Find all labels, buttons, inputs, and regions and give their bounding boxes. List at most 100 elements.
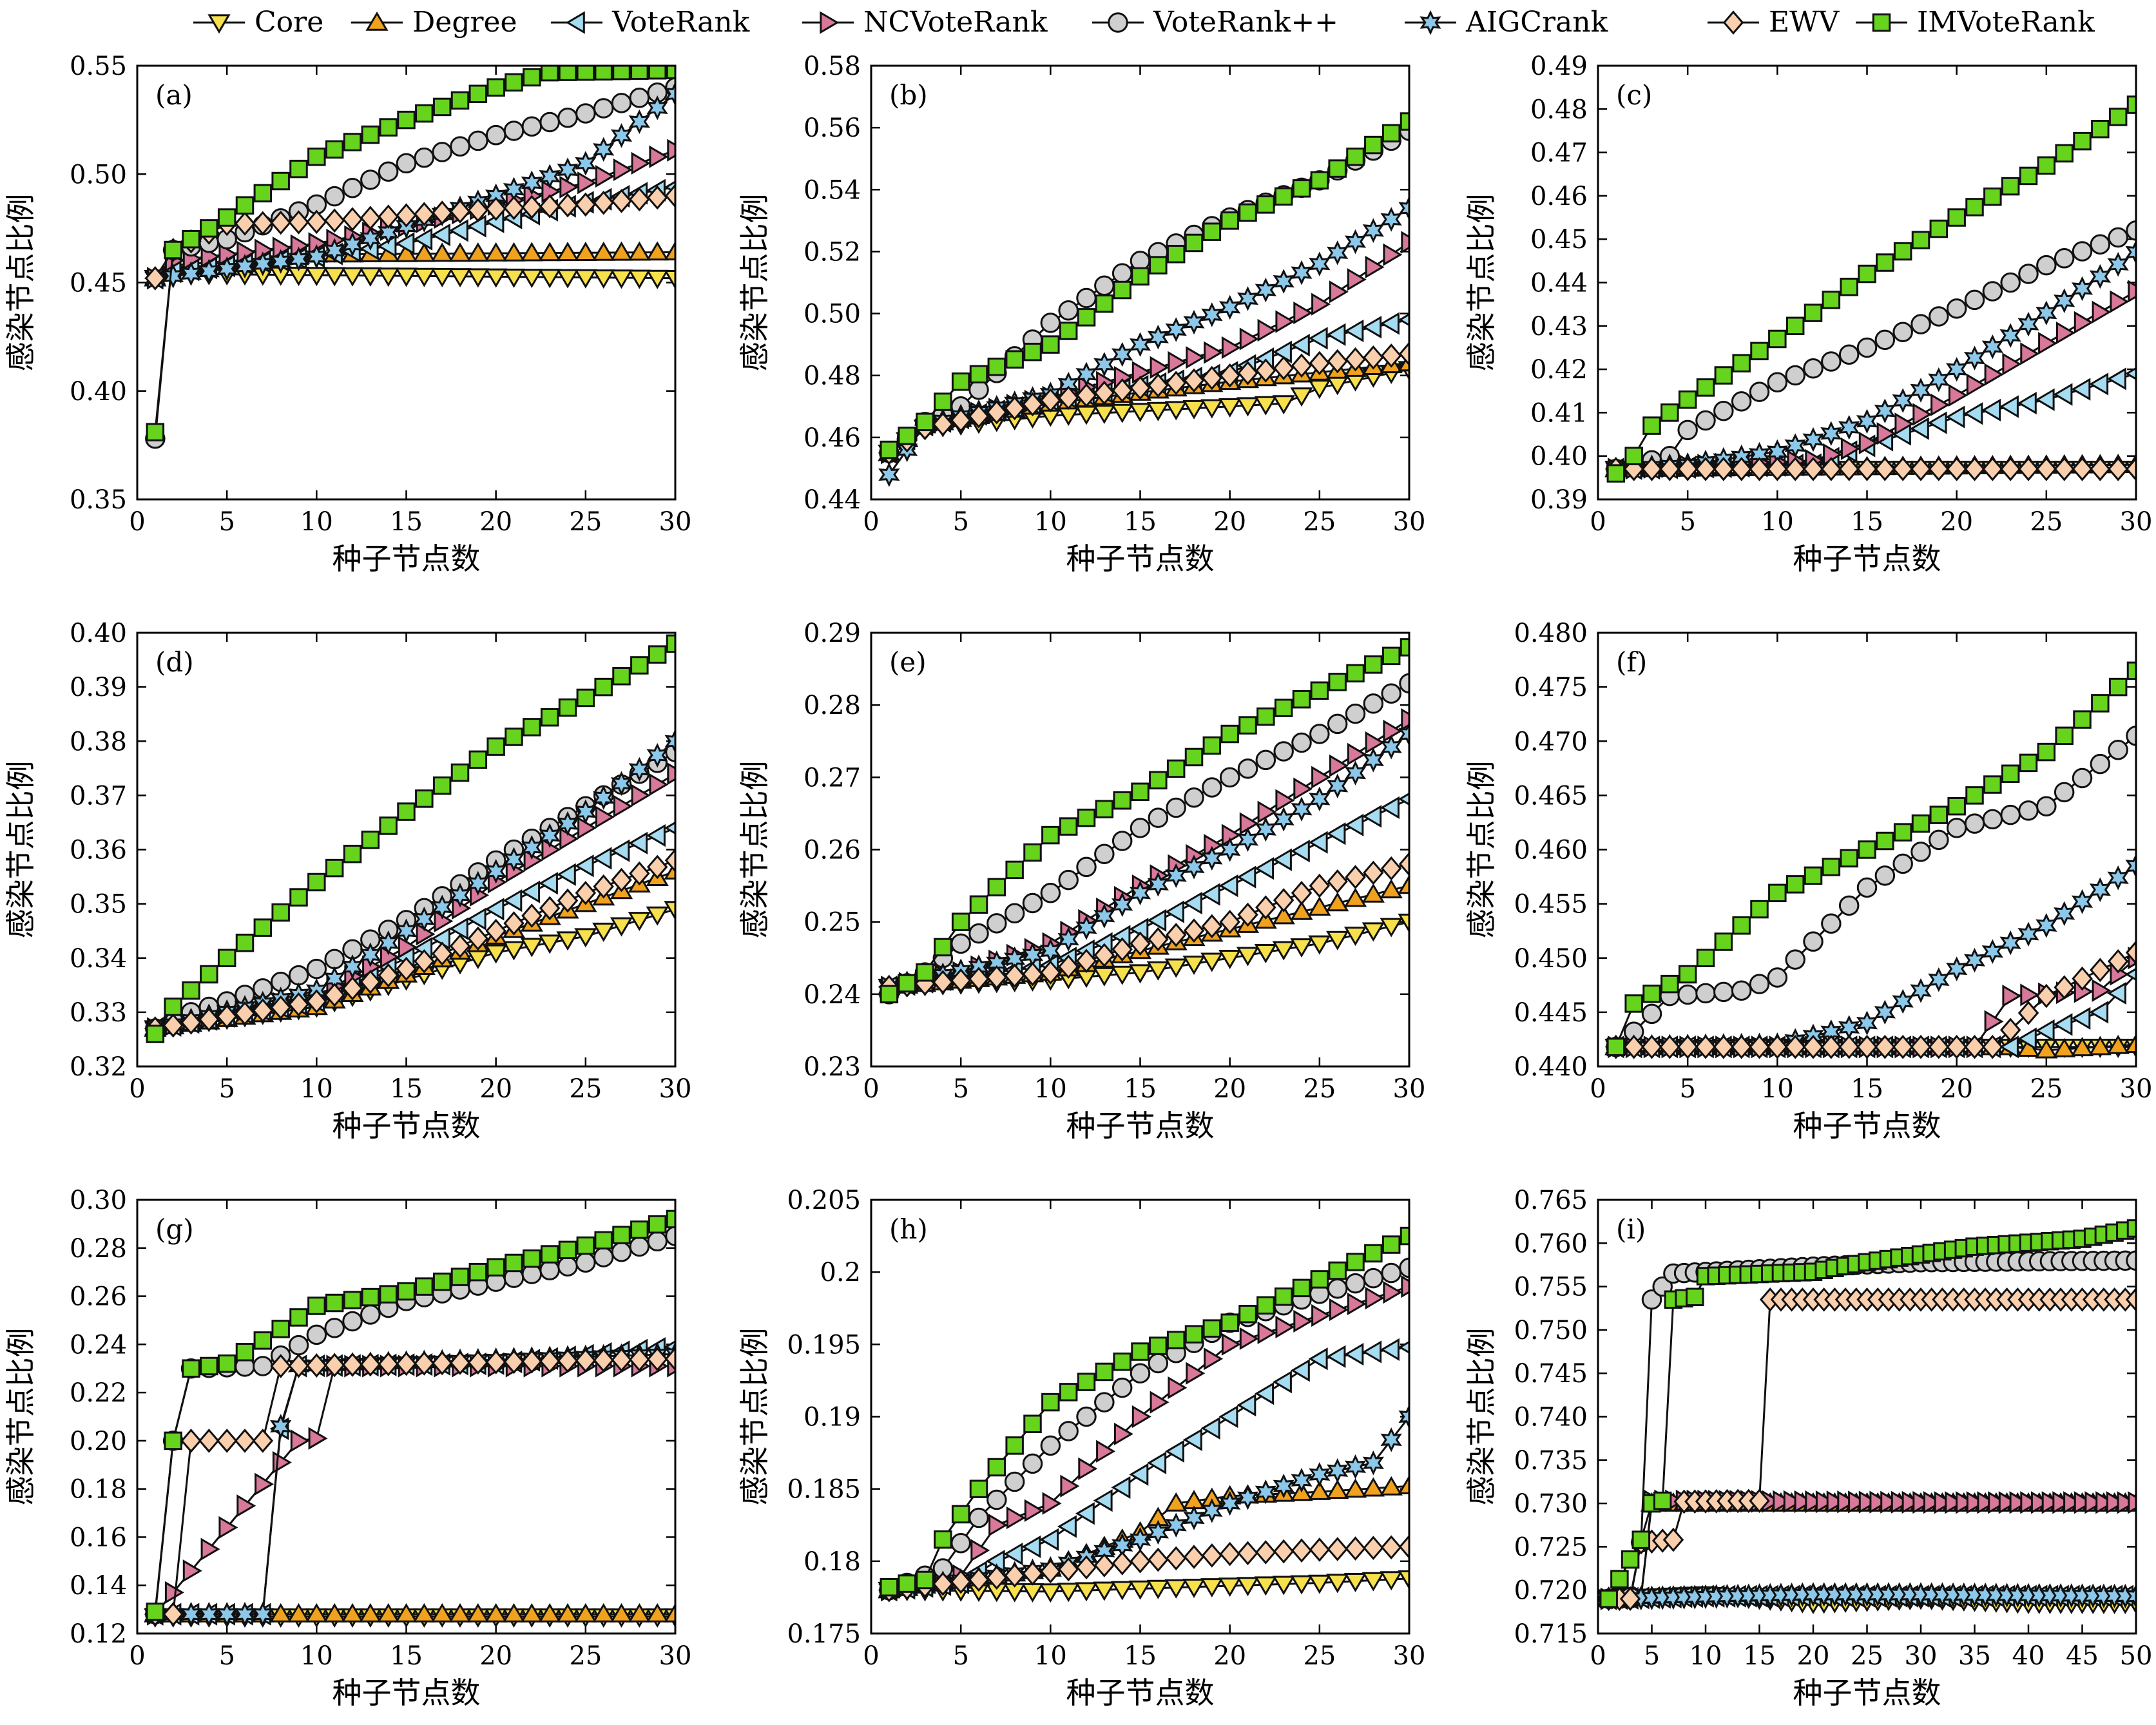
point-ncvoterank: [1060, 1474, 1080, 1498]
point-core: [1075, 1582, 1098, 1602]
chart-panel-b: 0 5 10 15 20 25 30 0.44 0.46 0.48 0.50 0.52 0.54 0.56…: [737, 52, 1425, 576]
panel-label: (i): [1616, 1213, 1646, 1245]
y-tick-label: 0.40: [70, 377, 127, 407]
y-tick-label: 0.40: [1530, 442, 1588, 472]
y-tick-label: 0.715: [1514, 1619, 1588, 1649]
point-ewv: [1273, 356, 1295, 380]
point-degree: [592, 1603, 615, 1623]
point-voterankplusplus: [1058, 300, 1079, 321]
y-tick-label: 0.25: [804, 908, 861, 938]
point-imvoterank: [1732, 354, 1751, 372]
point-voterankplusplus: [2108, 739, 2128, 760]
point-degree: [646, 241, 669, 261]
point-voterank: [2089, 372, 2109, 396]
point-ncvoterank: [1329, 754, 1349, 778]
point-ewv: [1623, 1034, 1644, 1059]
point-core: [1218, 398, 1242, 418]
point-core: [646, 269, 669, 289]
point-voterankplusplus: [575, 1252, 596, 1273]
point-imvoterank: [1732, 916, 1751, 935]
series-aigcrank: [878, 195, 1409, 487]
point-aigcrank: [1981, 939, 2004, 964]
point-ewv: [252, 1429, 274, 1453]
point-imvoterank: [397, 110, 416, 130]
point-imvoterank: [951, 1505, 970, 1524]
point-ewv: [1363, 1536, 1384, 1560]
point-ncvoterank: [577, 171, 597, 195]
point-ncvoterank: [1186, 346, 1206, 369]
point-imvoterank: [379, 816, 398, 835]
point-imvoterank: [432, 1272, 452, 1291]
y-tick-label: 0.24: [70, 1330, 127, 1360]
y-tick-label: 0.450: [1514, 944, 1588, 974]
point-aigcrank: [269, 249, 292, 274]
point-ewv: [1201, 365, 1223, 390]
x-tick-label: 5: [218, 1641, 235, 1671]
point-aigcrank: [1201, 302, 1223, 327]
y-tick-label: 0.195: [787, 1330, 861, 1360]
point-voterank: [467, 215, 486, 238]
point-degree: [377, 1603, 400, 1623]
point-voterankplusplus: [253, 1356, 273, 1376]
point-core: [1200, 1578, 1224, 1598]
point-voterank: [628, 831, 648, 855]
point-ewv: [1201, 1543, 1223, 1568]
point-aigcrank: [1111, 342, 1133, 367]
series-core: [878, 1570, 1409, 1603]
point-degree: [485, 1603, 508, 1623]
point-ncvoterank: [1042, 1492, 1062, 1515]
point-ewv: [1713, 1034, 1735, 1059]
point-imvoterank: [450, 763, 470, 782]
point-imvoterank: [951, 372, 970, 391]
y-tick-label: 0.765: [1514, 1186, 1588, 1215]
x-tick-label: 15: [390, 507, 423, 537]
x-axis-title: 种子节点数: [1793, 1675, 1941, 1710]
point-voterankplusplus: [968, 1507, 989, 1528]
point-ewv: [1767, 1034, 1788, 1059]
y-tick-label: 0.42: [1530, 355, 1588, 385]
point-aigcrank: [269, 1414, 292, 1439]
point-ncvoterank: [2009, 1491, 2029, 1514]
point-ewv: [1219, 1541, 1240, 1566]
point-ewv: [1820, 457, 1842, 481]
point-imvoterank: [1840, 849, 1858, 868]
point-voterank: [1039, 1528, 1059, 1551]
point-voterank: [1057, 1515, 1077, 1538]
x-tick-label: 25: [569, 507, 602, 537]
point-ncvoterank: [1912, 403, 1932, 426]
point-imvoterank: [1274, 699, 1293, 717]
y-tick-label: 0.52: [804, 237, 861, 267]
point-imvoterank: [880, 985, 899, 1004]
point-ewv: [1677, 457, 1699, 481]
point-imvoterank: [2073, 131, 2092, 151]
point-aigcrank: [1273, 807, 1295, 832]
point-voterank: [503, 889, 523, 912]
point-aigcrank: [1344, 229, 1367, 255]
point-ewv: [1201, 914, 1223, 939]
point-ewv: [1910, 1034, 1932, 1059]
point-imvoterank: [1131, 782, 1150, 802]
legend: Core Degree VoteRank NCVoteRank VoteRank++ AI…: [193, 6, 2095, 39]
point-voterankplusplus: [2018, 800, 2039, 821]
point-ncvoterank: [1945, 1491, 1965, 1514]
point-ncvoterank: [1329, 280, 1349, 304]
point-degree: [646, 1603, 669, 1623]
point-ewv: [467, 1350, 489, 1375]
point-ncvoterank: [1078, 1457, 1098, 1480]
point-ncvoterank: [1934, 1491, 1954, 1514]
point-ncvoterank: [1383, 1280, 1403, 1304]
series-line-degree: [1608, 1502, 2136, 1600]
point-ncvoterank: [1113, 1422, 1133, 1446]
point-ewv: [1057, 1557, 1079, 1582]
y-tick-label: 0.205: [787, 1186, 861, 1215]
point-ncvoterank: [2092, 979, 2112, 1002]
series-ewv: [1605, 457, 2136, 481]
point-voterankplusplus: [987, 1489, 1007, 1510]
point-imvoterank: [898, 427, 916, 445]
point-imvoterank: [1381, 1235, 1401, 1254]
point-voterankplusplus: [1040, 1435, 1061, 1456]
point-imvoterank: [1822, 291, 1841, 309]
x-tick-label: 30: [659, 1074, 692, 1104]
point-voterankplusplus: [1112, 263, 1133, 284]
point-core: [1398, 1570, 1409, 1590]
